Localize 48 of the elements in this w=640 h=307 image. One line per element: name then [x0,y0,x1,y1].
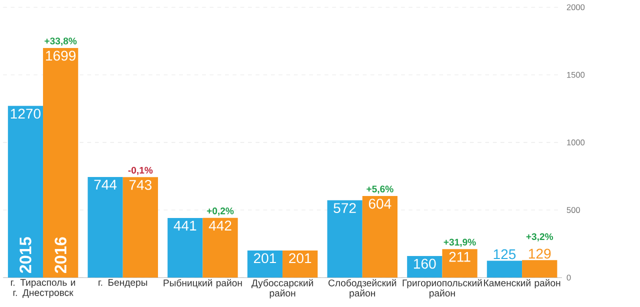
bar [522,260,558,278]
data-label: 1699 [46,50,76,60]
data-label: 441 [174,220,196,230]
bar [122,176,158,278]
x-tick-label: г. Тирасполь и г. Днестровск [11,278,76,298]
bar [327,200,362,278]
data-label: 442 [208,220,232,230]
data-label: 201 [254,253,276,263]
y-tick-label: 1000 [567,139,585,146]
annotation: +33,8% [44,37,77,46]
bar [362,196,398,278]
annotation: +31,9% [444,238,476,247]
series-label: 2016 [54,237,66,273]
x-tick-label: Дубоссарский район [251,278,313,298]
data-label: 744 [94,180,117,190]
data-label: 211 [449,252,470,262]
bar [442,248,478,278]
x-tick-label: г. Бендеры [98,278,148,288]
bar [282,250,318,278]
data-label: 201 [289,253,312,263]
y-tick-label: 0 [566,274,571,280]
bar [202,218,238,278]
annotation: -0,1% [128,166,153,175]
data-label: 1270 [10,108,40,118]
data-label: 743 [129,180,152,190]
bar [168,218,203,278]
series-label: 2015 [20,236,32,273]
x-tick-label: Рыбницкий район [164,278,242,288]
bar [486,260,522,278]
data-label: 604 [368,198,392,209]
data-label: 129 [528,248,551,258]
annotation: +0,2% [206,207,234,216]
bar [43,48,78,278]
bar [8,106,44,278]
x-tick-label: Слободзейский район [328,278,396,298]
bar [407,256,442,278]
data-label: 160 [414,258,436,269]
annotation: +5,6% [366,185,394,194]
x-tick-label: Григориопольский район [402,278,482,298]
bar [247,250,283,278]
data-label: 125 [494,249,516,260]
y-tick-label: 1500 [567,72,585,78]
y-tick-label: 2000 [566,4,585,10]
y-tick-label: 500 [566,206,580,213]
bar [88,176,123,278]
annotation: +3,2% [526,233,554,242]
x-tick-label: Каменский район [484,278,560,288]
data-label: 572 [334,202,356,213]
